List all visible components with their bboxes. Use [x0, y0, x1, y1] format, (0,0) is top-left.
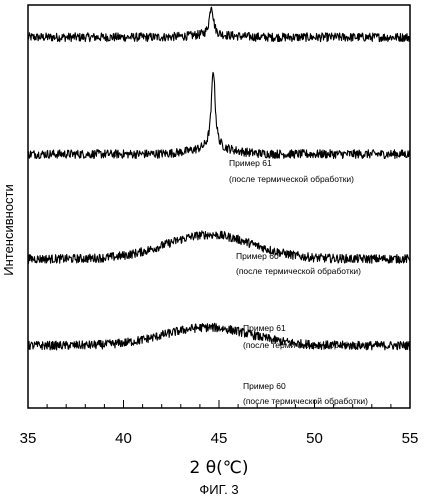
series-label-2b: (после термической обработки)	[236, 266, 361, 276]
x-tick-label: 50	[306, 430, 323, 447]
x-tick-label: 55	[402, 430, 419, 447]
series-label-3b: (после термической обработки)	[243, 340, 368, 350]
series-line-1	[28, 7, 410, 41]
series-annotations: Пример 61 (после термической обработки) …	[229, 158, 368, 406]
series-label-4b: (после термической обработки)	[243, 396, 368, 406]
x-tick-label: 45	[211, 430, 228, 447]
series-label-1b: (после термической обработки)	[229, 174, 354, 184]
figure-caption: ФИГ. 3	[199, 482, 238, 497]
x-axis-label: 2 θ(℃)	[190, 458, 249, 478]
y-axis-label: Интенсивности	[1, 184, 16, 276]
x-tick-label: 35	[20, 430, 37, 447]
x-tick-label: 40	[115, 430, 132, 447]
series-line-3	[28, 231, 410, 263]
series-line-2	[28, 72, 410, 158]
series-label-3a: Пример 61	[243, 323, 286, 333]
series-label-1a: Пример 61	[229, 158, 272, 168]
series-label-2a: Пример 60	[236, 251, 279, 261]
x-tick-labels: 35 40 45 50 55	[20, 430, 419, 447]
series-label-4a: Пример 60	[243, 381, 286, 391]
